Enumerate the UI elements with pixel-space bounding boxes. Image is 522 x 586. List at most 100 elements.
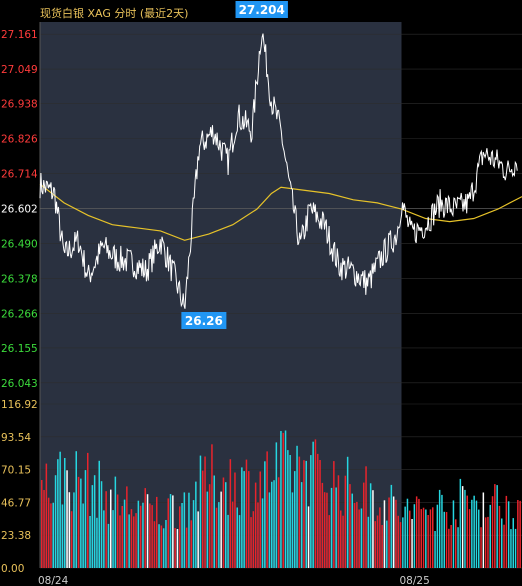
volume-bar — [360, 508, 363, 568]
volume-bar — [349, 484, 351, 568]
volume-bar — [519, 500, 521, 568]
volume-bar — [208, 484, 211, 568]
chart-title: 现货白银 XAG 分时 (最近2天) — [40, 7, 189, 20]
volume-bar — [434, 531, 436, 568]
low-price-callout-bg — [181, 312, 227, 329]
price-tick-label: 26.602 — [1, 203, 38, 215]
volume-bar — [84, 470, 87, 568]
volume-bar — [190, 520, 192, 568]
volume-bar — [231, 501, 234, 568]
volume-bar — [176, 529, 179, 568]
volume-bar — [351, 493, 353, 568]
volume-bar — [443, 511, 445, 568]
volume-bar — [432, 507, 434, 568]
volume-bar — [503, 524, 505, 568]
volume-bar — [91, 485, 94, 568]
volume-bar — [123, 499, 126, 568]
volume-bar — [45, 463, 48, 568]
volume-bar — [282, 432, 284, 568]
volume-bar — [181, 503, 183, 568]
volume-bar — [415, 496, 418, 568]
volume-bar — [340, 510, 342, 568]
volume-bar — [436, 504, 439, 568]
volume-bar — [374, 521, 376, 568]
volume-bar — [514, 528, 517, 568]
volume-bar — [218, 502, 220, 568]
volume-bar — [369, 483, 372, 568]
volume-bar — [326, 492, 328, 568]
high-price-callout-bg — [235, 1, 288, 18]
volume-bar — [480, 527, 482, 568]
volume-bar — [392, 496, 395, 568]
volume-bar — [116, 494, 119, 568]
volume-bar — [142, 502, 144, 568]
volume-bar — [372, 490, 374, 568]
price-tick-label: 26.938 — [1, 99, 38, 111]
volume-bar — [466, 495, 468, 568]
volume-bar — [427, 515, 429, 568]
volume-tick-label: 0.00 — [1, 563, 24, 575]
history-panel — [40, 22, 402, 568]
volume-bar — [337, 475, 340, 568]
volume-bar — [61, 504, 64, 568]
price-tick-label: 26.490 — [1, 238, 38, 250]
volume-bar — [93, 475, 96, 568]
volume-bar — [73, 492, 75, 568]
price-tick-label: 26.155 — [1, 343, 38, 355]
volume-bar — [169, 494, 172, 568]
volume-bar — [498, 505, 501, 568]
volume-bar — [158, 524, 160, 568]
volume-bar — [358, 509, 360, 568]
volume-bar — [381, 525, 383, 568]
volume-bar — [404, 506, 406, 568]
volume-bar — [487, 516, 489, 568]
volume-bar — [310, 455, 312, 568]
volume-bar — [317, 453, 319, 568]
volume-bar — [342, 515, 344, 568]
volume-bar — [215, 507, 218, 568]
volume-bar — [128, 514, 130, 568]
volume-bar — [271, 481, 273, 568]
volume-bar — [312, 441, 314, 568]
volume-bar — [245, 459, 248, 568]
volume-bar — [388, 497, 390, 568]
volume-bar — [261, 498, 264, 568]
volume-bar — [77, 476, 80, 568]
volume-bar — [160, 525, 163, 568]
volume-bar — [183, 492, 186, 568]
time-tick-label: 08/25 — [400, 575, 430, 586]
time-axis: 08/24 08/25 — [38, 575, 430, 586]
volume-bar — [54, 475, 57, 568]
volume-tick-label: 70.15 — [1, 465, 31, 477]
volume-bar — [82, 503, 84, 568]
volume-bar — [379, 507, 381, 568]
volume-bar — [489, 504, 491, 568]
volume-bar — [300, 482, 303, 568]
volume-bar — [167, 498, 169, 568]
price-tick-label: 26.266 — [1, 308, 38, 320]
volume-bar — [406, 498, 409, 568]
volume-bar — [323, 492, 326, 568]
time-tick-label: 08/24 — [38, 575, 69, 586]
volume-bar — [185, 527, 188, 568]
volume-bar — [59, 451, 61, 568]
volume-bar — [259, 471, 261, 568]
volume-bar — [238, 515, 241, 568]
volume-tick-label: 116.92 — [1, 399, 38, 411]
volume-bar — [146, 494, 149, 568]
volume-bar — [119, 515, 121, 568]
volume-bar — [165, 520, 167, 568]
volume-bar — [305, 460, 307, 568]
volume-bar — [507, 501, 510, 568]
volume-tick-label: 93.54 — [1, 432, 31, 444]
volume-bar — [114, 476, 117, 568]
volume-bar — [365, 466, 367, 568]
volume-bar — [459, 478, 462, 568]
volume-bar — [471, 499, 473, 568]
volume-bar — [68, 492, 71, 568]
price-tick-label: 27.161 — [1, 29, 38, 41]
price-callouts: 27.204 26.26 — [181, 1, 288, 329]
volume-bar — [473, 495, 475, 568]
price-tick-label: 26.378 — [1, 273, 38, 285]
